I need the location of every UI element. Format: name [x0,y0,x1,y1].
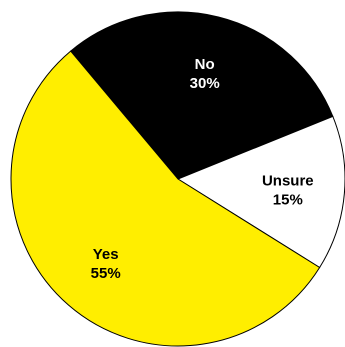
pie-label-unsure: Unsure 15% [262,173,314,209]
pie-slice-yes [10,50,321,347]
pie-slice-unsure [176,115,345,269]
slice-value: 15% [273,192,303,209]
slice-value: 55% [91,265,121,282]
pie-labels: No 30% Unsure 15% Yes 55% [91,56,314,282]
slice-label: Yes [93,246,119,263]
slice-value: 30% [190,75,220,92]
pie-slice-no [69,11,334,180]
slice-label: No [195,56,215,73]
pie-slices [10,11,345,347]
pie-label-yes: Yes 55% [91,246,121,282]
pie-label-no: No 30% [190,56,220,92]
slice-label: Unsure [262,173,314,190]
